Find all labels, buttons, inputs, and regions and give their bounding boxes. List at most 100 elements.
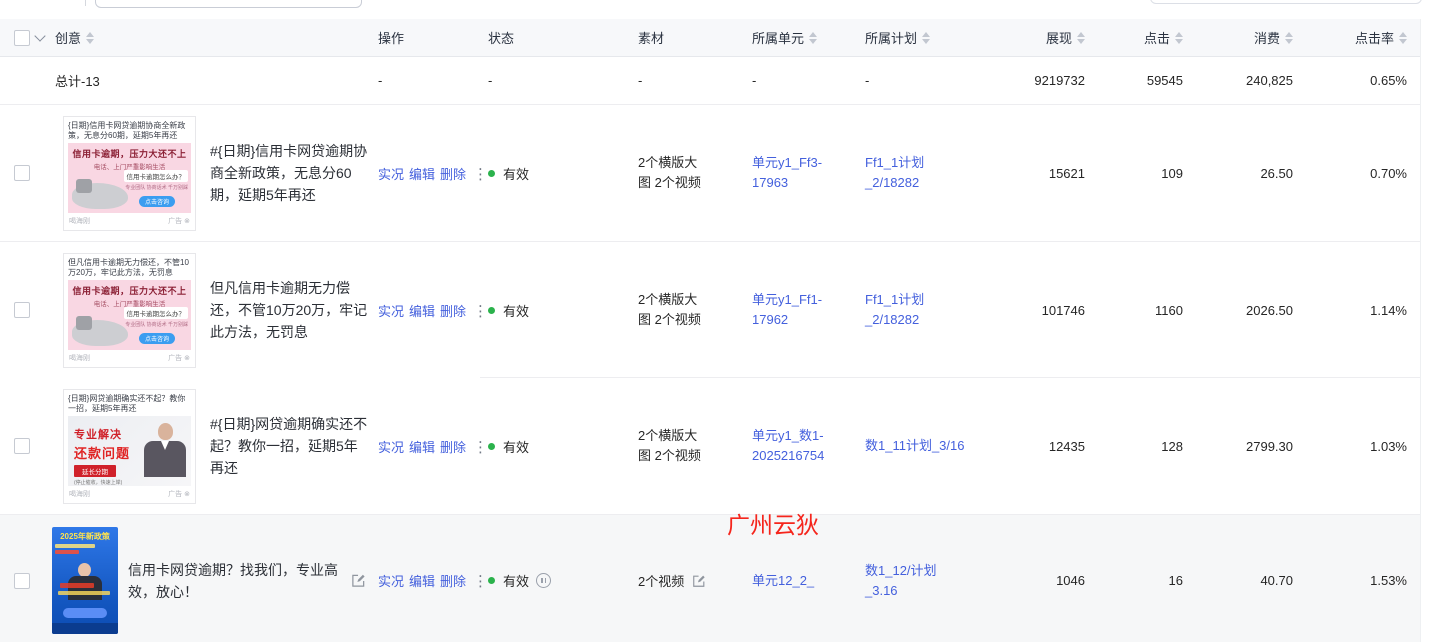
spokesperson-figure (144, 422, 186, 481)
sort-icon[interactable] (1077, 31, 1085, 44)
edit-icon[interactable] (692, 574, 706, 588)
table-row: 但凡信用卡逾期无力偿还，不管10万20万，牢记此方法，无罚息 信用卡逾期，压力大… (0, 242, 1420, 378)
cell-clicks: 16 (1168, 573, 1183, 588)
creative-thumbnail[interactable]: {日期}网贷逾期确实还不起？教你一招，延期5年再还 专业解决 还款问题 延长分期… (63, 388, 196, 504)
col-status: 状态 (488, 31, 515, 46)
delete-link[interactable]: 删除 (440, 439, 467, 455)
cell-ctr: 1.53% (1370, 573, 1407, 588)
more-icon[interactable]: ⋮ (473, 438, 489, 456)
unit-link[interactable]: 单元y1_数1-2025216754 (752, 428, 825, 463)
plan-link[interactable]: 数1_12/计划_3.16 (865, 562, 937, 598)
creative-title: #{日期}网贷逾期确实还不起？教你一招，延期5年再还 (210, 416, 368, 476)
delete-link[interactable]: 删除 (440, 303, 467, 319)
plan-link[interactable]: 数1_11计划_3/16 (865, 438, 965, 453)
edit-link[interactable]: 编辑 (409, 166, 436, 182)
table-header-row: 创意 操作 状态 素材 所属单元 所属计划 展现 点击 消费 点击率 (0, 19, 1420, 57)
status-badge: 有效 (503, 166, 530, 182)
thumb-image: 信用卡逾期，压力大还不上 电话、上门严重影响生活 信用卡逾期怎么办？ 专业团队 … (68, 279, 191, 350)
edit-icon[interactable] (351, 573, 366, 588)
spokesperson-figure (78, 563, 91, 577)
sort-icon[interactable] (1285, 31, 1293, 44)
thumb-image: 专业解决 还款问题 延长分期 (停止催收，快速上岸) (68, 415, 191, 486)
edit-link[interactable]: 编辑 (409, 439, 436, 455)
status-dot (488, 577, 495, 584)
live-link[interactable]: 实况 (378, 574, 405, 589)
chevron-down-icon[interactable] (34, 29, 46, 42)
more-icon[interactable]: ⋮ (473, 302, 489, 320)
sort-icon[interactable] (1399, 31, 1407, 44)
cartoon-figure (72, 178, 128, 209)
status-badge: 有效 (503, 439, 530, 455)
cell-ctr: 1.03% (1370, 438, 1407, 454)
row-divider (480, 377, 1420, 378)
cartoon-figure (72, 315, 128, 346)
creative-title: 信用卡网贷逾期？找我们，专业高效，放心！ (128, 561, 338, 600)
plan-link[interactable]: Ff1_1计划_2/18282 (865, 292, 925, 327)
cell-clicks: 1160 (1155, 302, 1183, 318)
material-text: 2个横版大图 2个视频 (638, 292, 701, 327)
totals-clicks: 59545 (1146, 73, 1183, 88)
cell-impressions: 1046 (1056, 573, 1085, 588)
toolbar-divider (85, 0, 86, 6)
creatives-table: 创意 操作 状态 素材 所属单元 所属计划 展现 点击 消费 点击率 总计-13… (0, 19, 1421, 642)
live-link[interactable]: 实况 (378, 166, 405, 182)
material-text: 2个横版大图 2个视频 (638, 155, 701, 190)
sort-icon[interactable] (809, 31, 818, 44)
status-dot (488, 169, 495, 177)
cell-ctr: 1.14% (1370, 302, 1407, 318)
row-checkbox[interactable] (14, 302, 30, 318)
unit-link[interactable]: 单元y1_Ff1-17962 (752, 292, 823, 327)
col-cost: 消费 (1253, 31, 1280, 46)
totals-plan: - (865, 73, 870, 88)
row-checkbox[interactable] (14, 165, 30, 181)
search-input[interactable] (95, 0, 362, 8)
edit-link[interactable]: 编辑 (409, 574, 436, 589)
live-link[interactable]: 实况 (378, 439, 405, 455)
material-text: 2个横版大图 2个视频 (638, 428, 701, 463)
creative-video-thumbnail[interactable]: 2025年新政策 (52, 527, 118, 634)
more-icon[interactable]: ⋮ (473, 165, 489, 183)
totals-ctr: 0.65% (1370, 73, 1407, 88)
cell-clicks: 128 (1161, 438, 1183, 454)
more-icon[interactable]: ⋮ (473, 573, 489, 590)
row-checkbox[interactable] (14, 572, 30, 589)
delete-link[interactable]: 删除 (440, 166, 467, 182)
totals-operation: - (378, 73, 383, 88)
toolbar-control[interactable] (1150, 0, 1422, 4)
close-icon: ⊗ (184, 217, 190, 225)
select-all-checkbox[interactable] (14, 29, 30, 46)
plan-link[interactable]: Ff1_1计划_2/18282 (865, 155, 925, 190)
col-ctr: 点击率 (1354, 31, 1394, 46)
thumb-headline: {日期}信用卡网贷逾期协商全新政策，无息分60期，延期5年再还 (68, 120, 186, 140)
cell-impressions: 101746 (1041, 302, 1085, 318)
edit-link[interactable]: 编辑 (409, 303, 436, 319)
col-clicks: 点击 (1143, 31, 1170, 46)
totals-impressions: 9219732 (1034, 73, 1085, 88)
totals-material: - (638, 73, 643, 88)
table-row: {日期}网贷逾期确实还不起？教你一招，延期5年再还 专业解决 还款问题 延长分期… (0, 378, 1420, 515)
row-checkbox[interactable] (14, 438, 30, 454)
live-link[interactable]: 实况 (378, 303, 405, 319)
sort-icon[interactable] (1175, 31, 1183, 44)
delete-link[interactable]: 删除 (440, 574, 467, 589)
totals-unit: - (752, 73, 757, 88)
unit-link[interactable]: 单元12_2_ (752, 572, 815, 588)
cell-cost: 2026.50 (1246, 302, 1293, 318)
col-material: 素材 (638, 31, 665, 46)
sort-icon[interactable] (86, 31, 95, 44)
pause-icon[interactable] (536, 573, 552, 588)
sort-icon[interactable] (922, 31, 931, 44)
col-plan: 所属计划 (865, 31, 918, 46)
col-impressions: 展现 (1045, 31, 1072, 46)
creative-thumbnail[interactable]: {日期}信用卡网贷逾期协商全新政策，无息分60期，延期5年再还 信用卡逾期，压力… (63, 115, 196, 231)
status-dot (488, 306, 495, 314)
thumb-headline: {日期}网贷逾期确实还不起？教你一招，延期5年再还 (68, 393, 186, 413)
totals-cost: 240,825 (1246, 73, 1293, 88)
unit-link[interactable]: 单元y1_Ff3-17963 (752, 155, 823, 190)
cell-impressions: 12435 (1048, 438, 1085, 454)
totals-row: 总计-13 - - - - - 9219732 59545 240,825 0.… (0, 57, 1420, 105)
cell-clicks: 109 (1161, 165, 1183, 181)
creative-thumbnail[interactable]: 但凡信用卡逾期无力偿还，不管10万20万，牢记此方法，无罚息 信用卡逾期，压力大… (63, 252, 196, 368)
cell-ctr: 0.70% (1370, 165, 1407, 181)
